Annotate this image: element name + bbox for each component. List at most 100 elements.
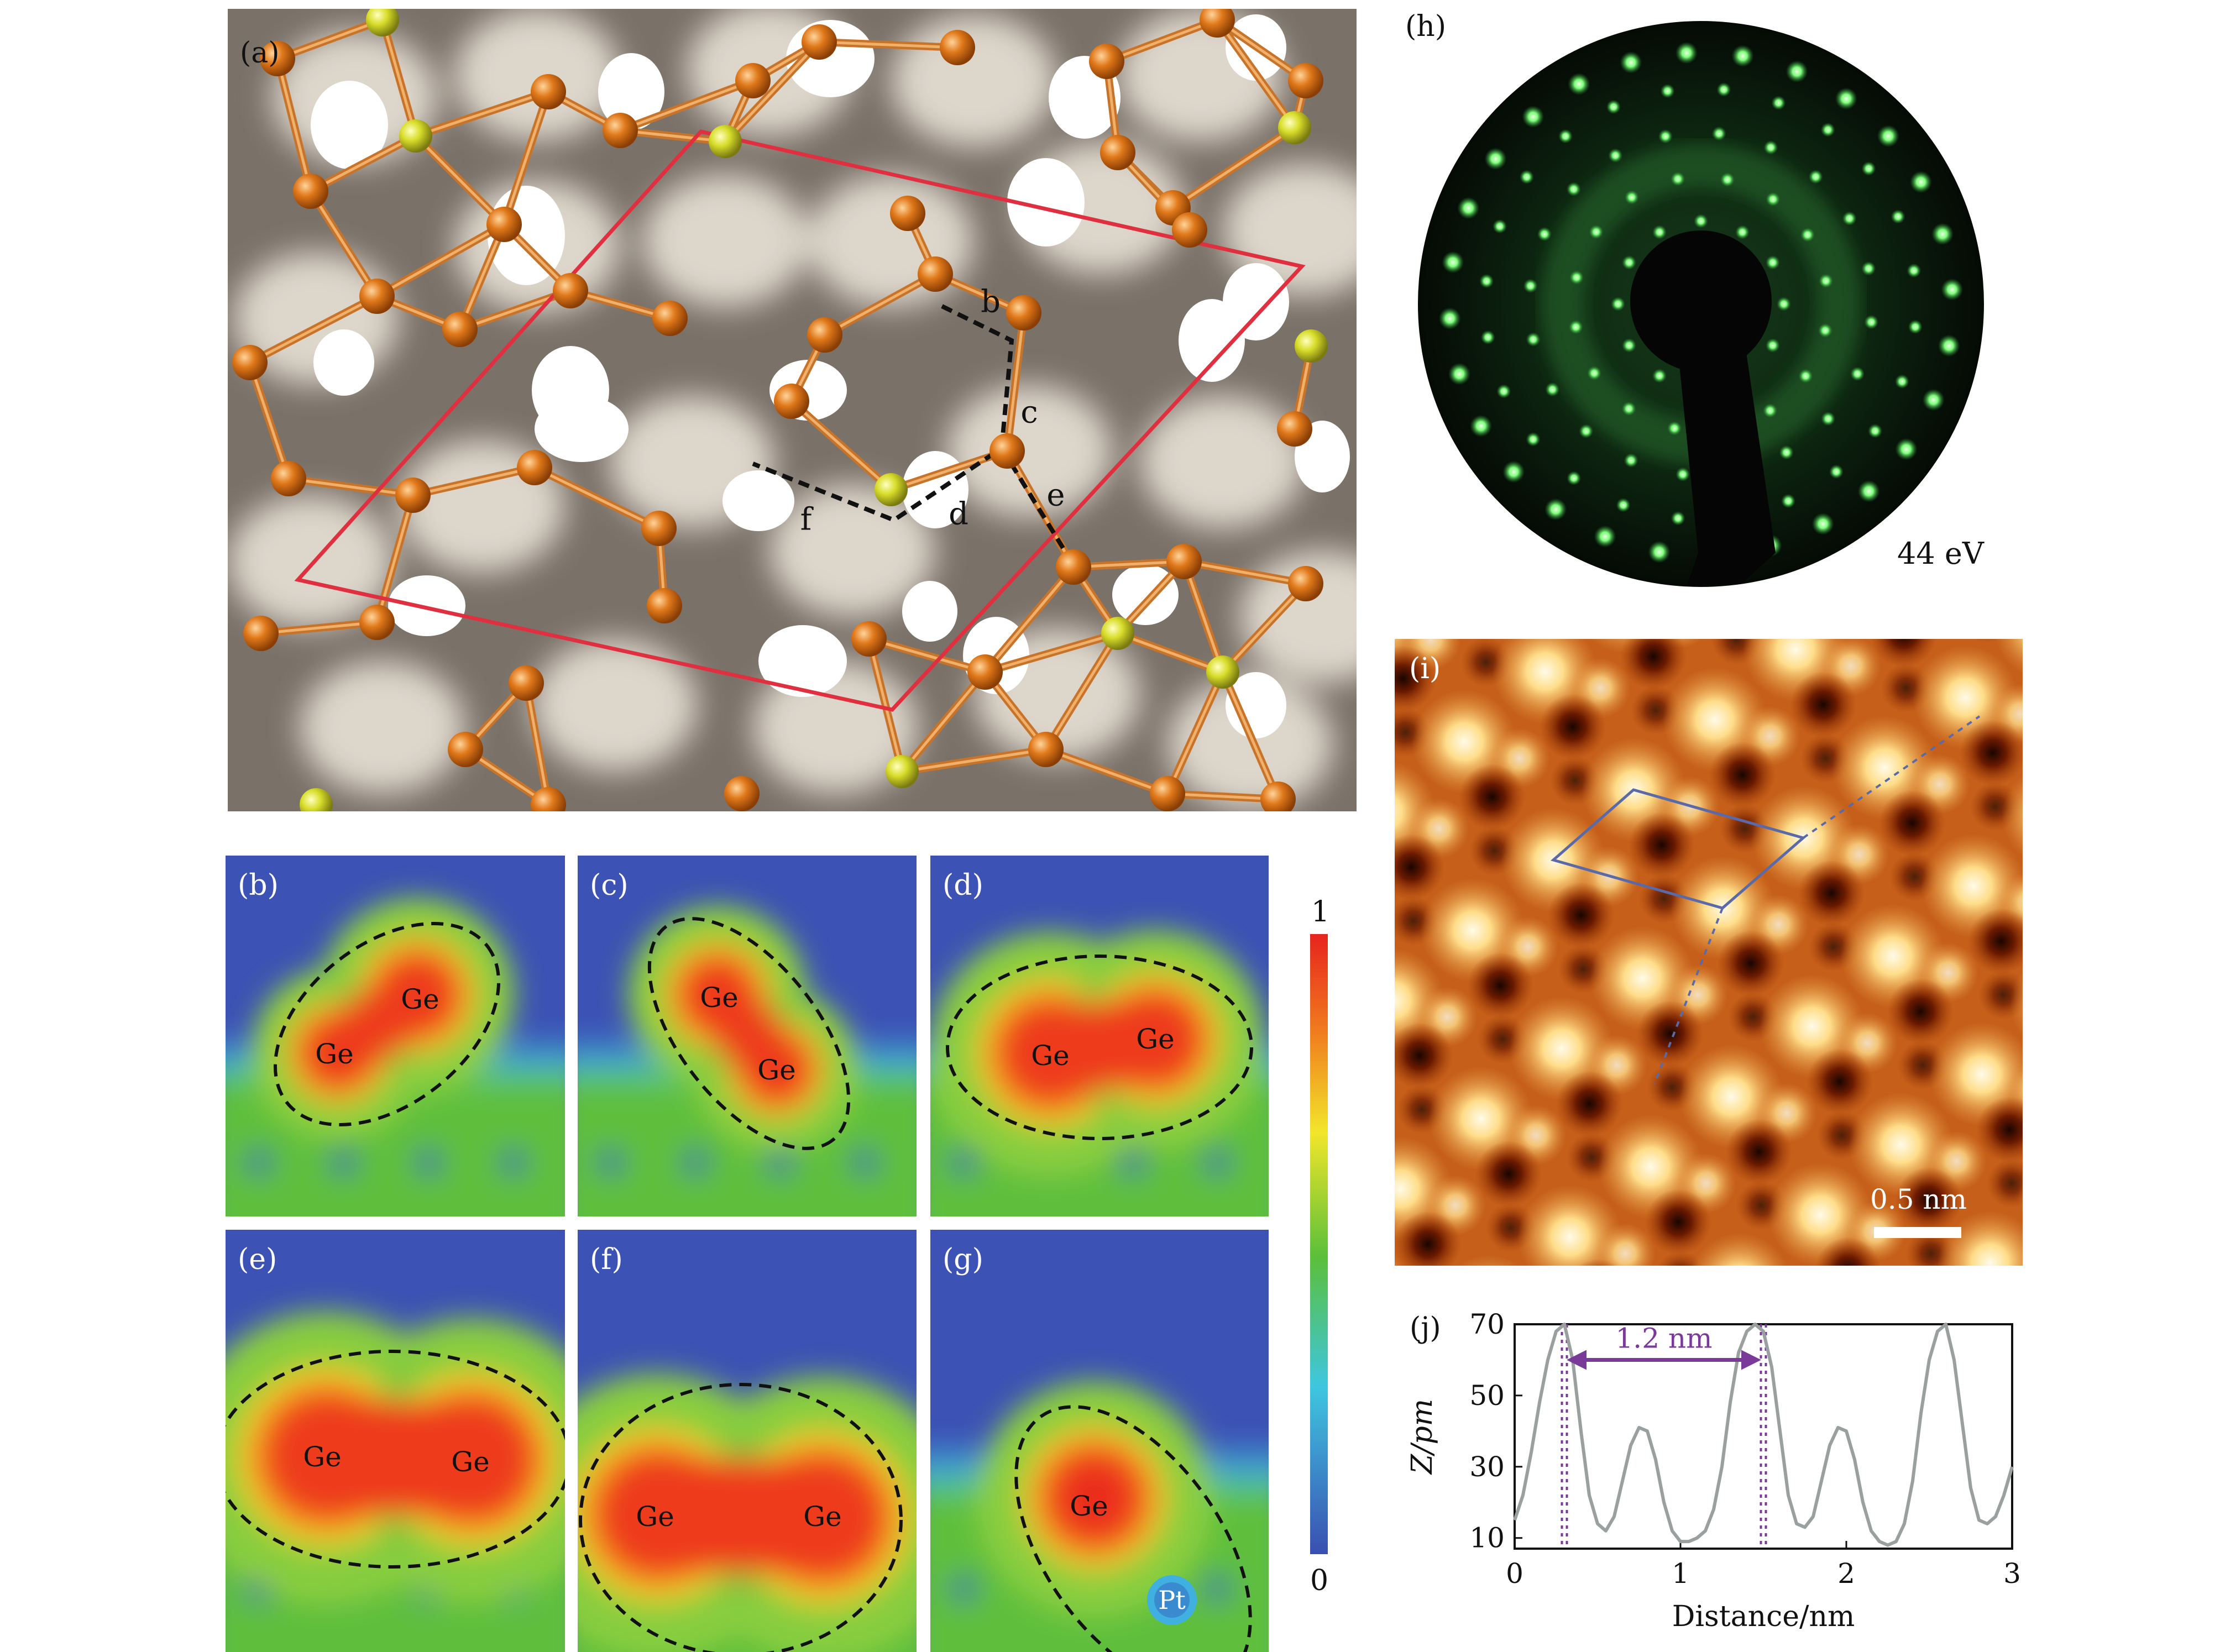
bond-label-f: f: [800, 501, 812, 538]
diffraction-spot: [1864, 314, 1879, 329]
pt-atom-label: Pt: [1158, 1585, 1186, 1615]
diffraction-spot: [1861, 161, 1876, 176]
density-map: [578, 1374, 917, 1652]
ge-atom: [517, 450, 552, 485]
diffraction-spot: [1569, 270, 1584, 285]
ge-atom: [1200, 9, 1235, 38]
diffraction-spot: [1676, 467, 1690, 482]
diffraction-spot: [1895, 438, 1918, 460]
pt-atom: [399, 119, 432, 153]
profile-line: [1513, 1323, 2014, 1547]
bond-label-b: b: [981, 284, 1001, 320]
pt-atom: [886, 755, 919, 788]
x-tick-label: 3: [2003, 1557, 2021, 1590]
ge-atom: [1056, 549, 1091, 585]
diffraction-spot: [1667, 421, 1682, 436]
stm-image: [1395, 639, 2023, 1266]
line-profile-path: [1802, 715, 1981, 839]
diffraction-spot: [1587, 366, 1602, 381]
map-panel: (g) Ge Pt: [930, 1230, 1269, 1652]
ge-atom-label: Ge: [636, 1501, 674, 1533]
density-map: [578, 906, 917, 1216]
diffraction-spot: [1808, 169, 1823, 184]
gun-holder: [1676, 326, 1776, 586]
diffraction-spot: [1493, 219, 1507, 234]
ge-atom: [851, 621, 887, 657]
plot-frame: [1514, 1323, 2013, 1550]
ge-atom: [553, 273, 588, 308]
ge-atom: [1166, 544, 1202, 579]
panel-h-leed: (h) 44 eV: [1389, 0, 2080, 597]
scale-bar: [1874, 1227, 1961, 1238]
unit-cell: [294, 129, 1306, 712]
diffraction-spot: [1558, 129, 1573, 144]
diffraction-spot: [1800, 227, 1815, 242]
diffraction-spot: [1457, 197, 1480, 219]
pt-atom: [875, 473, 908, 506]
bond-label-c: c: [1020, 394, 1038, 431]
diffraction-spot: [1519, 170, 1534, 185]
diffraction-spot: [1608, 148, 1623, 163]
ge-atom-label: Ge: [401, 983, 439, 1015]
x-tick-label: 1: [1672, 1557, 1689, 1590]
diffraction-spot: [1868, 423, 1883, 438]
ge-atom: [531, 787, 566, 811]
diffraction-spot: [1579, 424, 1594, 439]
diffraction-spot: [1671, 171, 1685, 186]
panel-i-stm: (i) 0.5 nm: [1395, 639, 2023, 1266]
diffraction-spot: [1652, 368, 1667, 383]
pt-atom: [709, 125, 742, 158]
map-panel: (e) Ge Ge: [226, 1230, 565, 1652]
ge-atom: [1288, 566, 1323, 601]
diffraction-spot: [1779, 445, 1794, 460]
ge-atom: [1006, 295, 1041, 331]
panel-h-label: (h): [1405, 10, 1447, 43]
diffraction-spot: [1720, 172, 1735, 187]
diffraction-spot: [1857, 480, 1880, 502]
diffraction-spot: [1624, 190, 1639, 205]
diffraction-spot: [1819, 274, 1834, 289]
ge-atom-label: Ge: [1070, 1490, 1108, 1522]
diffraction-spot: [1781, 494, 1796, 508]
structure-drawing: [228, 9, 1357, 811]
diffraction-spot: [1479, 274, 1494, 289]
panel-i-label: (i): [1409, 652, 1441, 685]
ge-atom: [359, 279, 395, 314]
ge-atom: [243, 616, 279, 651]
diffraction-spot: [1850, 366, 1865, 381]
diffraction-spot: [1786, 60, 1808, 83]
ge-atom-label: Ge: [451, 1446, 490, 1478]
density-map: [226, 1312, 565, 1652]
diffraction-spot: [1568, 73, 1590, 96]
diffraction-spot: [1811, 512, 1834, 535]
diffraction-spot: [1671, 511, 1685, 526]
diffraction-spot: [1675, 41, 1698, 64]
panel-j-profile: 0 1 2 3 10 30 50 70 Distance/nm Z/pm (j) 1.2 nm: [1393, 1304, 2062, 1652]
diffraction-spot: [1622, 338, 1637, 353]
diffraction-spot: [1648, 541, 1671, 563]
diffraction-spot: [1842, 211, 1857, 226]
ge-atom: [359, 605, 395, 640]
diffraction-spot: [1566, 182, 1581, 197]
diffraction-spot: [1931, 223, 1954, 245]
ge-atom: [1028, 732, 1064, 767]
leed-energy-label: 44 eV: [1897, 536, 1984, 571]
pt-atom: [300, 788, 333, 811]
pt-atom: [1295, 329, 1328, 363]
ge-atom: [774, 384, 809, 419]
diffraction-spot: [1660, 83, 1675, 98]
map-label: (b): [238, 869, 279, 902]
map-panel: (f) Ge Ge: [578, 1230, 917, 1652]
diffraction-spot: [1484, 148, 1507, 170]
ge-atom: [603, 113, 638, 148]
map-label: (g): [943, 1243, 983, 1276]
diffraction-spot: [1658, 129, 1673, 144]
y-tick-label: 30: [1469, 1451, 1505, 1483]
ge-atom: [1288, 63, 1323, 98]
diffraction-spot: [1820, 122, 1835, 137]
leed-pattern: [1418, 21, 1984, 587]
ge-atom: [1277, 411, 1312, 447]
x-axis-label: Distance/nm: [1672, 1600, 1855, 1633]
pt-atom: [366, 9, 399, 36]
ge-atom: [293, 174, 328, 209]
